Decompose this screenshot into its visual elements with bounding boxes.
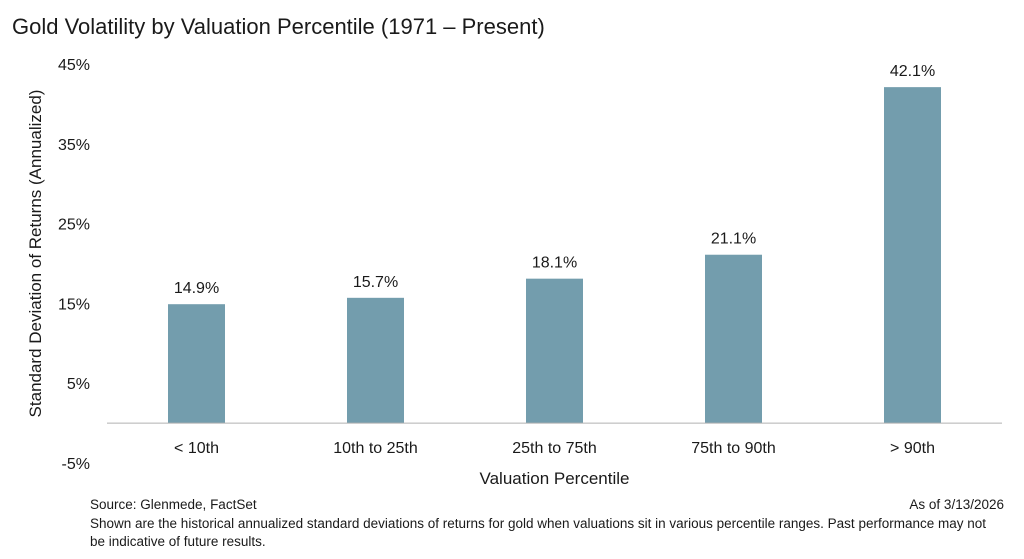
bar [347, 297, 404, 424]
data-label: 18.1% [532, 255, 577, 272]
disclaimer-note: Shown are the historical annualized stan… [90, 516, 986, 549]
y-tick-label: 45% [58, 57, 90, 74]
y-tick-label: 5% [67, 376, 90, 393]
data-label: 21.1% [711, 231, 756, 248]
bar [168, 304, 225, 424]
y-tick-label: -5% [62, 456, 90, 473]
y-axis-label: Standard Deviation of Returns (Annualize… [26, 90, 45, 418]
x-tick-label: > 90th [890, 440, 935, 457]
bar [526, 278, 583, 424]
y-tick-label: 15% [58, 296, 90, 313]
y-axis: -5% 5% 15% 25% 35% 45% [58, 57, 90, 473]
as-of-date: As of 3/13/2026 [909, 497, 1004, 512]
chart-title: Gold Volatility by Valuation Percentile … [12, 14, 545, 39]
data-label: 15.7% [353, 274, 398, 291]
bar [884, 87, 941, 424]
x-axis-label: Valuation Percentile [480, 469, 630, 488]
x-tick-label: < 10th [174, 440, 219, 457]
data-label: 42.1% [890, 63, 935, 80]
bar-chart: -5% 5% 15% 25% 35% 45% 14.9% 15.7% 18.1% 21.1% 42… [26, 57, 1002, 488]
data-label: 14.9% [174, 280, 219, 297]
bar [705, 254, 762, 424]
x-tick-label: 75th to 90th [691, 440, 776, 457]
x-tick-label: 10th to 25th [333, 440, 418, 457]
bars: 14.9% 15.7% 18.1% 21.1% 42.1% [168, 63, 941, 424]
x-tick-label: 25th to 75th [512, 440, 597, 457]
source-note: Source: Glenmede, FactSet [90, 497, 257, 512]
y-tick-label: 35% [58, 137, 90, 154]
x-axis: < 10th 10th to 25th 25th to 75th 75th to 90… [174, 440, 935, 457]
y-tick-label: 25% [58, 217, 90, 234]
